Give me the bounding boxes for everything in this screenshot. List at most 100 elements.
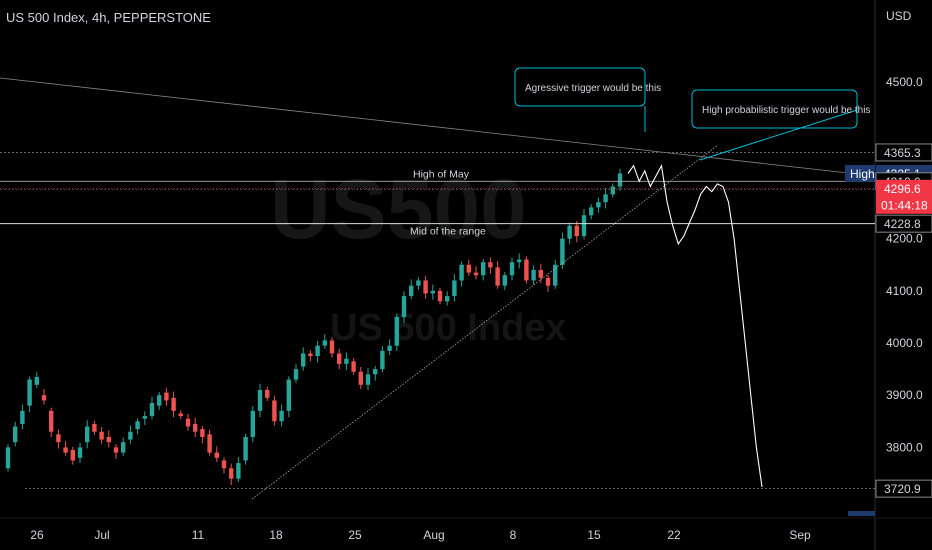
- candle-body: [279, 410, 284, 422]
- candle-body: [286, 379, 291, 411]
- chart-title: US 500 Index, 4h, PEPPERSTONE: [6, 10, 211, 25]
- candle-body: [394, 316, 399, 346]
- badge-mid-range-value: 4228.8: [884, 217, 921, 231]
- candle-body: [329, 340, 335, 354]
- x-tick-label: Jul: [94, 528, 109, 542]
- annotation-pointer: [699, 109, 858, 161]
- high-label-box: [845, 164, 875, 182]
- candle-body: [185, 418, 191, 427]
- badge-4365-value: 4365.3: [884, 146, 921, 160]
- candle-body: [488, 262, 493, 268]
- candle-body: [85, 426, 90, 443]
- badge-mid-range-box: [875, 214, 932, 233]
- candle-body: [387, 345, 392, 351]
- candle-body: [257, 390, 263, 411]
- badge-3720-value: 3720.9: [884, 482, 921, 496]
- candle-body: [214, 452, 219, 458]
- candle-body: [560, 238, 565, 265]
- candles: [5, 168, 623, 485]
- candle-body: [265, 390, 270, 398]
- candle-body: [409, 285, 414, 297]
- candle-body: [92, 423, 97, 432]
- y-tick-label: 4500.0: [886, 75, 923, 89]
- candle-body: [351, 361, 356, 372]
- badge-mid-range: 4228.8: [875, 214, 932, 233]
- candle-body: [581, 215, 587, 237]
- candle-body: [322, 340, 327, 346]
- candle-body: [41, 395, 47, 401]
- candle-body: [308, 353, 313, 357]
- candle-body: [63, 447, 68, 453]
- candle-body: [365, 374, 371, 385]
- candle-body: [531, 270, 536, 281]
- badge-last-price: 4296.6 01:44:18: [876, 179, 932, 214]
- high-label-text: High: [850, 167, 875, 181]
- candle-body: [603, 194, 608, 203]
- high-label-badge: High: [845, 164, 875, 182]
- candle-body: [596, 202, 601, 208]
- level-label-high-of-may: High of May: [413, 168, 470, 180]
- candle-body: [502, 275, 507, 286]
- annotation-box: [514, 67, 646, 107]
- x-tick-label: Aug: [423, 528, 444, 542]
- candle-body: [301, 353, 306, 367]
- candle-body: [171, 397, 176, 411]
- candle-body: [416, 280, 421, 286]
- candle-body: [121, 442, 126, 453]
- candle-body: [149, 403, 155, 417]
- badge-3720: 3720.9: [875, 479, 932, 498]
- candle-body: [517, 259, 522, 263]
- badge-last-price-box: [876, 179, 932, 214]
- y-tick-label: 3900.0: [886, 388, 923, 402]
- candle-body: [70, 450, 75, 461]
- projection-path: [627, 163, 763, 488]
- candle-body: [193, 423, 198, 432]
- annotation-aggressive: Agressive trigger would be this: [514, 67, 661, 132]
- candle-body: [617, 173, 623, 187]
- candle-body: [589, 207, 594, 216]
- candle-body: [524, 259, 529, 281]
- candle-body: [243, 436, 248, 461]
- candle-body: [437, 290, 443, 302]
- level-label-mid-range: Mid of the range: [410, 226, 486, 238]
- candle-body: [27, 379, 32, 406]
- candle-body: [315, 345, 320, 357]
- x-tick-label: 18: [269, 528, 283, 542]
- candle-body: [49, 410, 54, 432]
- candle-body: [380, 350, 385, 370]
- badge-3720-box: [875, 479, 932, 498]
- candle-body: [293, 369, 299, 380]
- x-tick-label: 26: [30, 528, 44, 542]
- candle-body: [466, 264, 471, 273]
- y-tick-label: 4200.0: [886, 232, 923, 246]
- candle-body: [545, 277, 551, 286]
- candle-body: [77, 447, 83, 458]
- candle-body: [135, 421, 140, 430]
- candle-body: [178, 413, 183, 417]
- badge-last-price-countdown: 01:44:18: [881, 198, 928, 212]
- price-axis-currency: USD: [886, 9, 912, 23]
- candle-body: [567, 225, 572, 239]
- y-tick-label: 4000.0: [886, 336, 923, 350]
- x-tick-label: 11: [192, 528, 205, 542]
- candle-body: [164, 392, 169, 401]
- candle-body: [481, 262, 486, 276]
- candle-body: [236, 463, 241, 479]
- annotation-box: [691, 89, 858, 129]
- candle-body: [113, 447, 119, 453]
- badge-4365: 4365.3: [875, 143, 932, 162]
- candle-body: [20, 410, 25, 424]
- time-axis-marker: [848, 511, 875, 516]
- candle-body: [229, 468, 234, 479]
- candle-body: [610, 186, 615, 195]
- candle-body: [373, 369, 378, 375]
- candle-body: [401, 296, 407, 317]
- candle-body: [574, 225, 579, 237]
- candle-body: [430, 290, 435, 294]
- candle-body: [34, 376, 39, 385]
- candle-body: [5, 447, 11, 469]
- x-tick-label: 25: [348, 528, 362, 542]
- candle-body: [423, 280, 428, 294]
- candle-body: [56, 434, 61, 443]
